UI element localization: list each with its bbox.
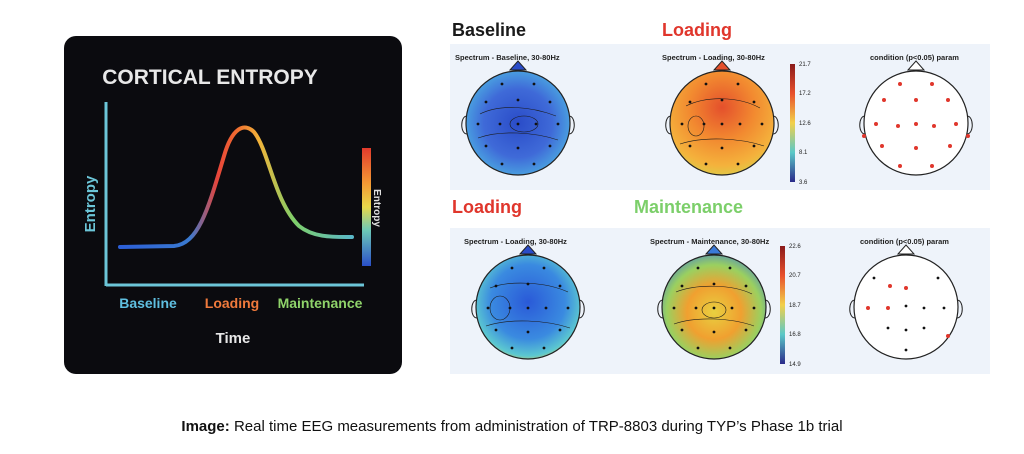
- figure-caption: Image: Real time EEG measurements from a…: [0, 418, 1024, 435]
- heading-loading-top: Loading: [662, 20, 732, 40]
- cbar-tick: 14.9: [789, 362, 801, 368]
- eeg-block-top: Spectrum - Baseline, 30-80Hz Spectrum - …: [450, 44, 990, 190]
- map-title-condition-top: condition (p<0.05) param: [870, 53, 959, 62]
- caption-text: Real time EEG measurements from administ…: [229, 418, 843, 435]
- map-title-loading-bottom: Spectrum - Loading, 30-80Hz: [464, 237, 567, 246]
- eeg-block-bottom: Spectrum - Loading, 30-80Hz Spectrum - M…: [450, 228, 990, 374]
- map-title-loading-top: Spectrum - Loading, 30-80Hz: [662, 53, 765, 62]
- map-title-condition-bottom: condition (p<0.05) param: [860, 237, 949, 246]
- heading-maintenance: Maintenance: [634, 197, 744, 217]
- topomap-loading-top: [665, 60, 779, 176]
- caption-label: Image:: [181, 418, 230, 435]
- colorbar-maintenance: [780, 246, 785, 364]
- cbar-tick: 22.6: [789, 244, 801, 250]
- topomap-loading-bottom: [471, 244, 585, 360]
- y-axis-label: Entropy: [82, 175, 99, 232]
- cbar-tick: 17.2: [799, 91, 811, 97]
- map-title-maintenance: Spectrum - Maintenance, 30-80Hz: [650, 237, 769, 246]
- phase-maintenance: Maintenance: [278, 295, 363, 311]
- cortical-entropy-diagram: CORTICAL ENTROPY Entropy Entropy Baselin…: [82, 66, 382, 347]
- cbar-tick: 21.7: [799, 62, 811, 68]
- phase-loading: Loading: [205, 295, 259, 311]
- topomap-condition-bottom: [849, 244, 963, 360]
- cbar-tick: 8.1: [799, 150, 808, 156]
- heading-loading-bottom: Loading: [452, 197, 522, 217]
- cbar-tick: 16.8: [789, 332, 801, 338]
- entropy-title: CORTICAL ENTROPY: [102, 66, 317, 89]
- colorbar-loading-top: [790, 64, 795, 182]
- cbar-tick: 18.7: [789, 303, 801, 309]
- cbar-tick: 20.7: [789, 273, 801, 279]
- x-axis-label: Time: [216, 330, 251, 347]
- cbar-tick: 3.6: [799, 180, 808, 186]
- cortical-entropy-panel: CORTICAL ENTROPY Entropy Entropy Baselin…: [64, 36, 402, 374]
- eeg-topomaps-top: Spectrum - Baseline, 30-80Hz Spectrum - …: [455, 53, 973, 186]
- entropy-colorbar: [362, 148, 371, 266]
- entropy-curve: [118, 125, 354, 249]
- colorbar-label: Entropy: [371, 189, 382, 227]
- eeg-topomaps-bottom: Spectrum - Loading, 30-80Hz Spectrum - M…: [464, 237, 963, 368]
- map-title-baseline: Spectrum - Baseline, 30-80Hz: [455, 53, 560, 62]
- topomap-maintenance: [657, 244, 771, 360]
- topomap-baseline: [461, 60, 575, 176]
- topomap-condition-top: [859, 60, 973, 176]
- heading-baseline: Baseline: [452, 20, 527, 40]
- cbar-tick: 12.6: [799, 121, 811, 127]
- phase-baseline: Baseline: [119, 295, 177, 311]
